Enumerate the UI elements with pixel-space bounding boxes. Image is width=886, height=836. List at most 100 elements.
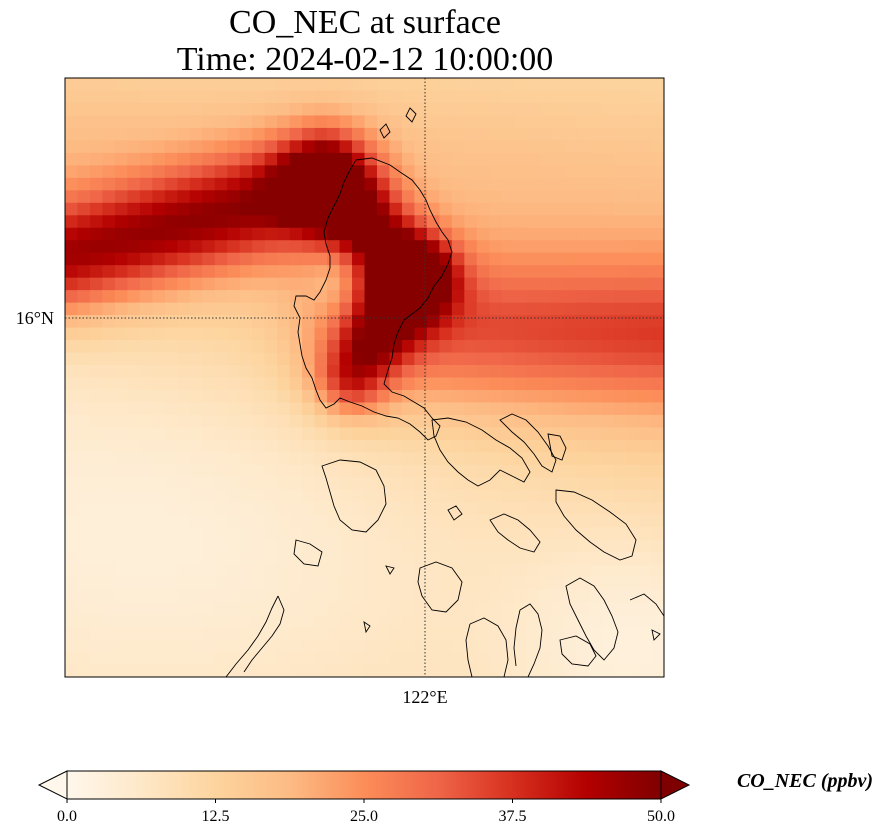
- field-cell: [426, 202, 440, 216]
- field-cell: [252, 115, 266, 129]
- field-cell: [189, 265, 203, 279]
- field-cell: [339, 377, 353, 391]
- field-cell: [451, 152, 465, 166]
- field-cell: [614, 315, 628, 329]
- field-cell: [177, 539, 191, 553]
- field-cell: [289, 514, 303, 528]
- field-cell: [551, 140, 565, 154]
- field-cell: [102, 340, 116, 354]
- field-cell: [639, 227, 653, 241]
- field-cell: [651, 240, 664, 254]
- field-cell: [389, 265, 403, 279]
- field-cell: [277, 452, 291, 466]
- field-cell: [551, 102, 565, 117]
- field-cell: [114, 302, 128, 316]
- field-cell: [539, 115, 553, 129]
- field-cell: [65, 539, 79, 553]
- field-cell: [89, 652, 104, 666]
- field-cell: [414, 302, 428, 316]
- field-cell: [639, 514, 653, 528]
- field-cell: [451, 439, 465, 453]
- field-cell: [139, 140, 153, 154]
- field-cell: [327, 127, 341, 141]
- field-cell: [327, 552, 341, 566]
- field-cell: [639, 652, 653, 666]
- field-cell: [89, 564, 104, 578]
- field-cell: [439, 464, 453, 478]
- field-cell: [464, 327, 478, 341]
- field-cell: [189, 277, 203, 291]
- field-cell: [589, 389, 603, 404]
- field-cell: [489, 315, 503, 329]
- field-cell: [539, 439, 553, 453]
- field-cell: [639, 90, 653, 104]
- field-cell: [551, 302, 565, 316]
- field-cell: [252, 78, 266, 92]
- field-cell: [164, 127, 178, 141]
- field-cell: [65, 477, 79, 491]
- field-cell: [414, 190, 428, 204]
- field-cell: [464, 127, 478, 141]
- field-cell: [551, 552, 565, 566]
- field-cell: [651, 652, 664, 666]
- field-cell: [352, 502, 366, 516]
- field-cell: [202, 90, 216, 104]
- field-cell: [277, 215, 291, 229]
- field-cell: [164, 464, 178, 478]
- field-cell: [626, 315, 640, 329]
- field-cell: [227, 315, 241, 329]
- field-cell: [564, 177, 578, 191]
- field-cell: [177, 78, 191, 92]
- field-cell: [77, 277, 91, 291]
- field-cell: [526, 414, 540, 429]
- field-cell: [89, 414, 104, 429]
- field-cell: [439, 102, 453, 117]
- field-cell: [252, 127, 266, 141]
- field-cell: [239, 365, 253, 379]
- field-cell: [89, 639, 104, 653]
- field-cell: [439, 78, 453, 92]
- field-cell: [339, 277, 353, 291]
- field-cell: [289, 102, 303, 117]
- field-cell: [114, 652, 128, 666]
- field-cell: [164, 652, 178, 666]
- field-cell: [539, 140, 553, 154]
- field-cell: [252, 414, 266, 429]
- field-cell: [414, 414, 428, 429]
- field-cell: [401, 589, 416, 603]
- field-cell: [302, 315, 316, 329]
- field-cell: [439, 652, 453, 666]
- field-cell: [651, 252, 664, 266]
- field-cell: [177, 365, 191, 379]
- field-cell: [102, 552, 116, 566]
- field-cell: [601, 190, 615, 204]
- field-cell: [589, 327, 603, 341]
- field-cell: [576, 302, 590, 316]
- field-cell: [601, 365, 615, 379]
- field-cell: [389, 277, 403, 291]
- field-cell: [414, 327, 428, 341]
- field-cell: [439, 489, 453, 503]
- field-cell: [139, 202, 153, 216]
- field-cell: [389, 140, 403, 154]
- field-cell: [614, 527, 628, 541]
- field-cell: [277, 564, 291, 578]
- field-cell: [152, 227, 166, 241]
- field-cell: [614, 102, 628, 117]
- field-cell: [65, 302, 79, 316]
- field-cell: [164, 290, 178, 304]
- field-cell: [464, 514, 478, 528]
- field-cell: [352, 90, 366, 104]
- field-cell: [277, 277, 291, 291]
- field-cell: [539, 589, 553, 603]
- field-cell: [152, 377, 166, 391]
- field-cell: [601, 352, 615, 366]
- field-cell: [414, 489, 428, 503]
- field-cell: [189, 340, 203, 354]
- field-cell: [439, 215, 453, 229]
- field-cell: [376, 414, 391, 429]
- field-cell: [376, 277, 391, 291]
- field-cell: [501, 602, 515, 616]
- field-cell: [339, 315, 353, 329]
- field-cell: [302, 90, 316, 104]
